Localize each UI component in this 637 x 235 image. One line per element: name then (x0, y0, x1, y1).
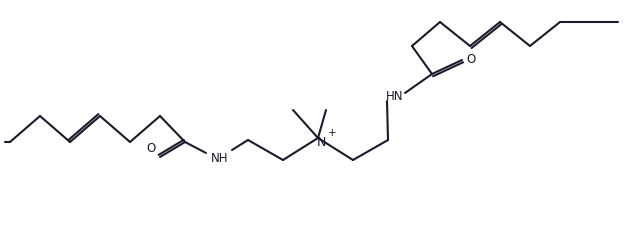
Text: +: + (327, 128, 336, 138)
Text: O: O (147, 142, 155, 156)
Text: NH: NH (211, 152, 229, 164)
Text: N: N (317, 136, 326, 149)
Text: O: O (466, 52, 476, 66)
Text: HN: HN (386, 90, 404, 102)
